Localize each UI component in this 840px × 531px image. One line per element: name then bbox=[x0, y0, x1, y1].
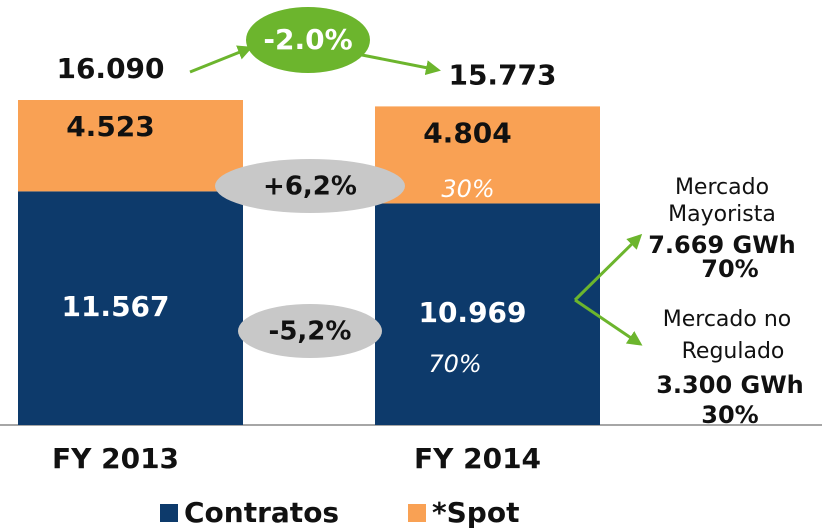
spot-change: +6,2% bbox=[263, 172, 357, 202]
change-bubble bbox=[238, 304, 382, 358]
bar bbox=[18, 191, 243, 425]
arrow bbox=[189, 45, 253, 74]
note-text: Regulado bbox=[682, 339, 785, 364]
legend-label: Contratos bbox=[184, 496, 339, 529]
note-text: Mercado no bbox=[663, 307, 791, 332]
arrow bbox=[361, 53, 441, 76]
bars bbox=[18, 100, 600, 425]
note-text: 70% bbox=[701, 255, 758, 283]
legend: Contratos *Spot bbox=[160, 496, 519, 529]
legend-label: *Spot bbox=[432, 496, 519, 529]
note-text: Mercado bbox=[675, 175, 769, 200]
arrow bbox=[573, 233, 643, 302]
x-tick-label: FY 2013 bbox=[52, 442, 179, 475]
share-label: 70% bbox=[428, 350, 481, 378]
note-text: 30% bbox=[701, 401, 758, 429]
arrow bbox=[574, 298, 643, 346]
side-notes: Mercado Mayorista 7.669 GWh 70% Mercado … bbox=[648, 175, 804, 429]
change-bubble bbox=[246, 7, 370, 73]
legend-swatch bbox=[408, 504, 426, 522]
value-label: 4.523 bbox=[66, 110, 155, 143]
change-bubble bbox=[215, 159, 405, 213]
x-tick-label: FY 2014 bbox=[414, 442, 541, 475]
value-label: 11.567 bbox=[61, 290, 169, 323]
bar bbox=[375, 203, 600, 425]
note-text: 7.669 GWh bbox=[648, 231, 796, 259]
note-text: 3.300 GWh bbox=[656, 371, 804, 399]
note-text: Mayorista bbox=[668, 202, 776, 227]
contratos-change: -5,2% bbox=[269, 317, 352, 347]
total-change: -2.0% bbox=[263, 23, 352, 56]
bar bbox=[18, 100, 243, 192]
share-label: 30% bbox=[441, 175, 494, 203]
bar bbox=[375, 106, 600, 204]
total-label: 16.090 bbox=[56, 52, 164, 85]
value-label: 10.969 bbox=[418, 296, 526, 329]
legend-swatch bbox=[160, 504, 178, 522]
value-label: 4.804 bbox=[423, 116, 512, 149]
total-label: 15.773 bbox=[448, 58, 556, 91]
